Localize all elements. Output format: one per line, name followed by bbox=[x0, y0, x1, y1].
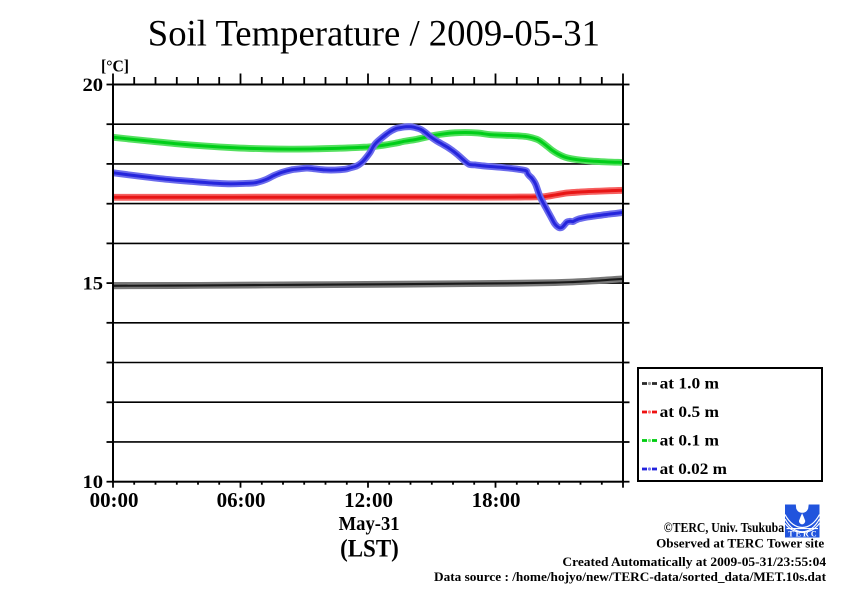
svg-text:Data source : /home/hojyo/new/: Data source : /home/hojyo/new/TERC-data/… bbox=[434, 569, 827, 584]
svg-text:Created Automatically at 2009-: Created Automatically at 2009-05-31/23:5… bbox=[562, 554, 826, 569]
svg-text:06:00: 06:00 bbox=[217, 488, 266, 512]
svg-text:TERC: TERC bbox=[788, 530, 819, 539]
svg-text:12:00: 12:00 bbox=[344, 488, 393, 512]
svg-text:Soil Temperature / 2009-05-31: Soil Temperature / 2009-05-31 bbox=[148, 14, 600, 55]
svg-text:May-31: May-31 bbox=[339, 513, 400, 535]
svg-text:18:00: 18:00 bbox=[472, 488, 521, 512]
svg-text:at 0.5 m: at 0.5 m bbox=[660, 404, 720, 421]
svg-text:(LST): (LST) bbox=[340, 534, 399, 563]
svg-text:15: 15 bbox=[83, 273, 104, 294]
svg-text:20: 20 bbox=[83, 75, 104, 96]
svg-text:at 1.0 m: at 1.0 m bbox=[660, 376, 720, 393]
svg-text:at 0.02 m: at 0.02 m bbox=[660, 461, 728, 478]
svg-text:at 0.1 m: at 0.1 m bbox=[660, 433, 720, 450]
svg-text:Observed at TERC Tower site: Observed at TERC Tower site bbox=[656, 535, 824, 550]
svg-text:00:00: 00:00 bbox=[90, 488, 139, 512]
svg-text:10: 10 bbox=[83, 472, 104, 493]
svg-text:[°C]: [°C] bbox=[101, 57, 129, 76]
svg-text:©TERC, Univ. Tsukuba: ©TERC, Univ. Tsukuba bbox=[664, 520, 785, 535]
